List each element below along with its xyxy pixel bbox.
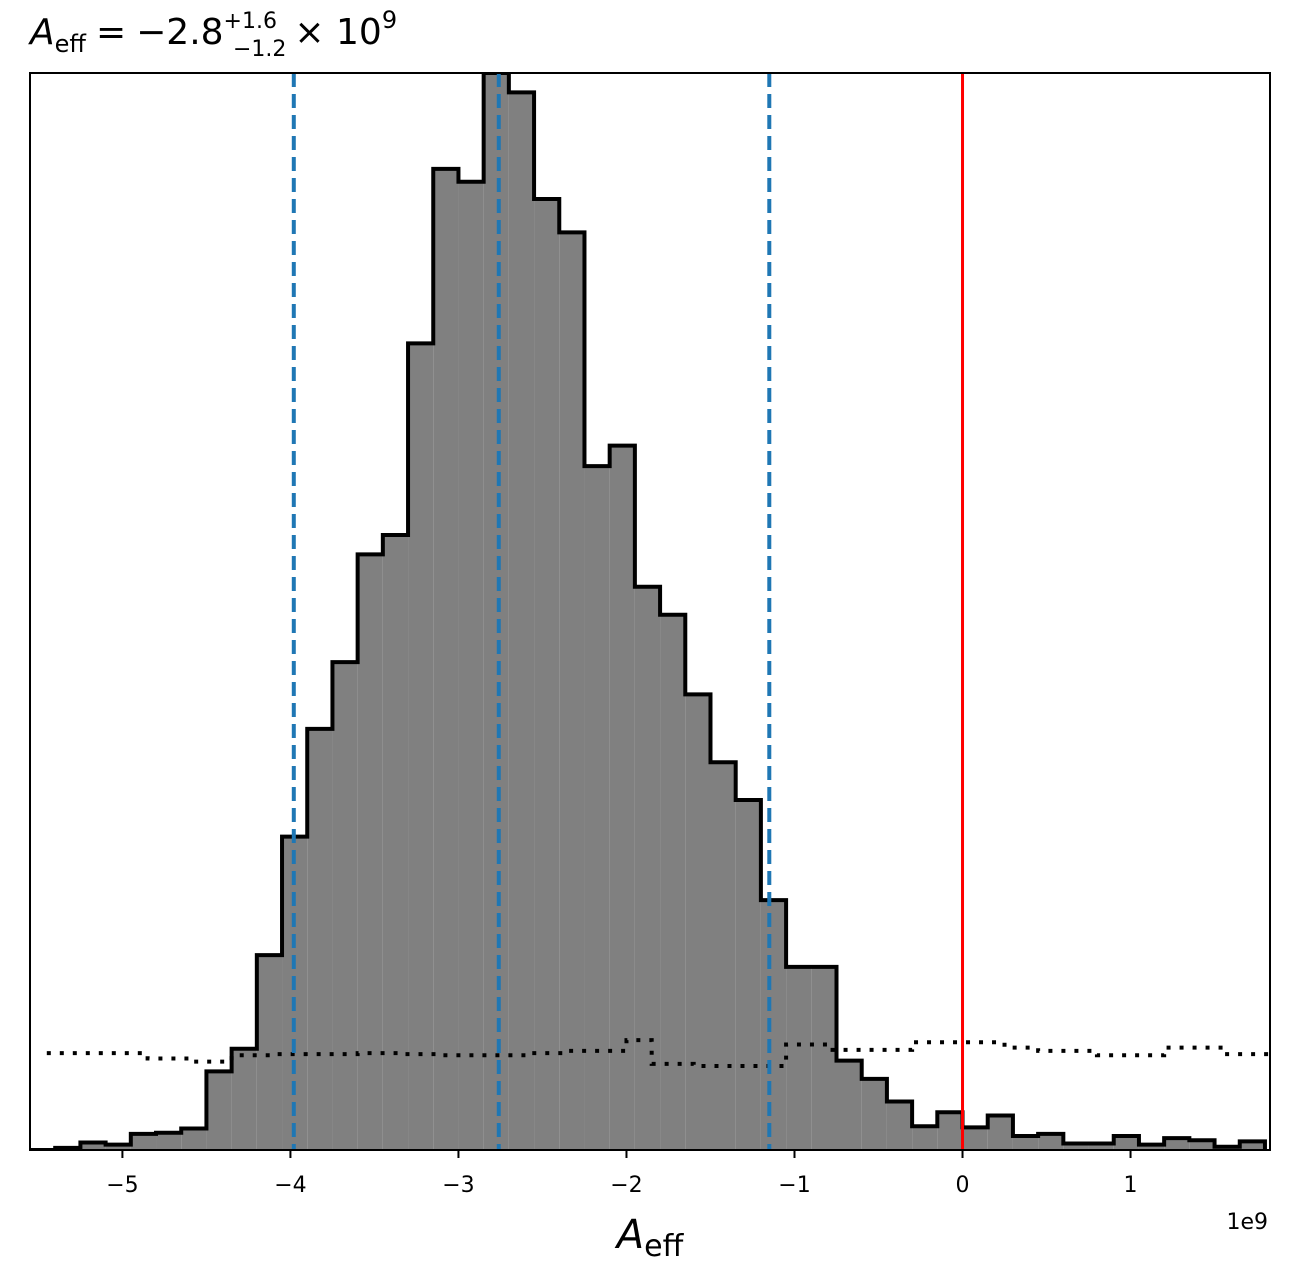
histogram-bar xyxy=(710,762,736,1150)
histogram-bar xyxy=(382,535,409,1150)
posterior-histogram xyxy=(30,73,1267,1150)
axes-frame xyxy=(29,72,1271,1151)
histogram-bar xyxy=(660,614,686,1150)
title-exponent: 9 xyxy=(382,6,397,34)
histogram-bar xyxy=(1189,1140,1215,1150)
histogram-bar xyxy=(534,199,560,1150)
title-times: × 10 xyxy=(294,12,381,53)
histogram-bar xyxy=(634,586,661,1150)
histogram-bar xyxy=(1063,1143,1089,1150)
histogram-bar xyxy=(912,1126,938,1150)
title-equals: = xyxy=(96,12,126,53)
histogram-bar xyxy=(685,694,711,1150)
histogram-bar xyxy=(282,836,308,1150)
title-symbol: A xyxy=(28,12,55,53)
histogram-bar xyxy=(836,1060,862,1150)
histogram-bar xyxy=(332,662,358,1150)
histogram-bar xyxy=(1113,1135,1139,1150)
histogram-bar xyxy=(937,1112,963,1150)
histogram-bar xyxy=(584,466,610,1150)
x-axis-label: Aeff xyxy=(614,1212,685,1264)
x-tick-label: −1 xyxy=(778,1173,810,1198)
histogram-bar xyxy=(1164,1138,1190,1150)
histogram-bar xyxy=(483,73,509,1150)
histogram-bar xyxy=(231,1048,257,1150)
histogram-bar xyxy=(962,1127,988,1150)
x-tick-label: −4 xyxy=(274,1173,306,1198)
histogram-bar xyxy=(1088,1143,1114,1150)
quantile-lines xyxy=(291,73,772,1150)
xlabel-symbol: A xyxy=(614,1212,644,1258)
histogram-bar xyxy=(861,1078,887,1150)
title-err-plus: +1.6 xyxy=(224,9,277,34)
title-value: −2.8 xyxy=(136,12,223,53)
histogram-bar xyxy=(1012,1135,1039,1150)
x-tick-label: 0 xyxy=(956,1173,970,1198)
histogram-bar xyxy=(1239,1141,1265,1150)
histogram-bar xyxy=(609,445,635,1150)
chart-title: Aeff = −2.8+1.6 −1.2 × 109 xyxy=(28,6,397,62)
x-tick-label: −5 xyxy=(106,1173,138,1198)
xlabel-sub: eff xyxy=(644,1229,684,1264)
histogram-bar xyxy=(206,1071,232,1150)
histogram-bar xyxy=(811,966,837,1150)
prior-step-line xyxy=(46,1038,1270,1068)
histogram-bar xyxy=(559,232,585,1150)
histogram-bar xyxy=(433,168,459,1150)
histogram-bar xyxy=(307,728,333,1150)
histogram-bar xyxy=(408,343,434,1150)
histogram-bar xyxy=(735,799,761,1150)
histogram-bar xyxy=(508,92,535,1150)
plot-area xyxy=(30,73,1270,1150)
x-axis-ticks: −5 −4 −3 −2 −1 0 1 xyxy=(106,1150,1138,1198)
title-symbol-sub: eff xyxy=(55,30,87,58)
title-err-minus: −1.2 xyxy=(233,37,286,62)
histogram-bar xyxy=(80,1142,106,1150)
histogram-bar xyxy=(357,554,383,1150)
histogram-bar xyxy=(130,1133,157,1150)
prior-dotted-line xyxy=(46,1038,1270,1068)
histogram-bar xyxy=(786,966,812,1150)
histogram-bar xyxy=(156,1132,182,1150)
x-offset-label: 1e9 xyxy=(1226,1210,1268,1235)
histogram-bar xyxy=(181,1128,207,1150)
histogram-bar xyxy=(105,1144,131,1150)
histogram-bar xyxy=(987,1115,1013,1150)
histogram-bar xyxy=(1038,1133,1064,1150)
x-tick-label: 1 xyxy=(1124,1173,1138,1198)
histogram-outline xyxy=(30,73,1267,1150)
histogram-bar xyxy=(1138,1144,1165,1150)
x-tick-label: −3 xyxy=(442,1173,474,1198)
x-tick-label: −2 xyxy=(610,1173,642,1198)
histogram-bar xyxy=(886,1101,913,1150)
histogram-bar xyxy=(760,900,787,1150)
histogram-bar xyxy=(458,181,484,1150)
